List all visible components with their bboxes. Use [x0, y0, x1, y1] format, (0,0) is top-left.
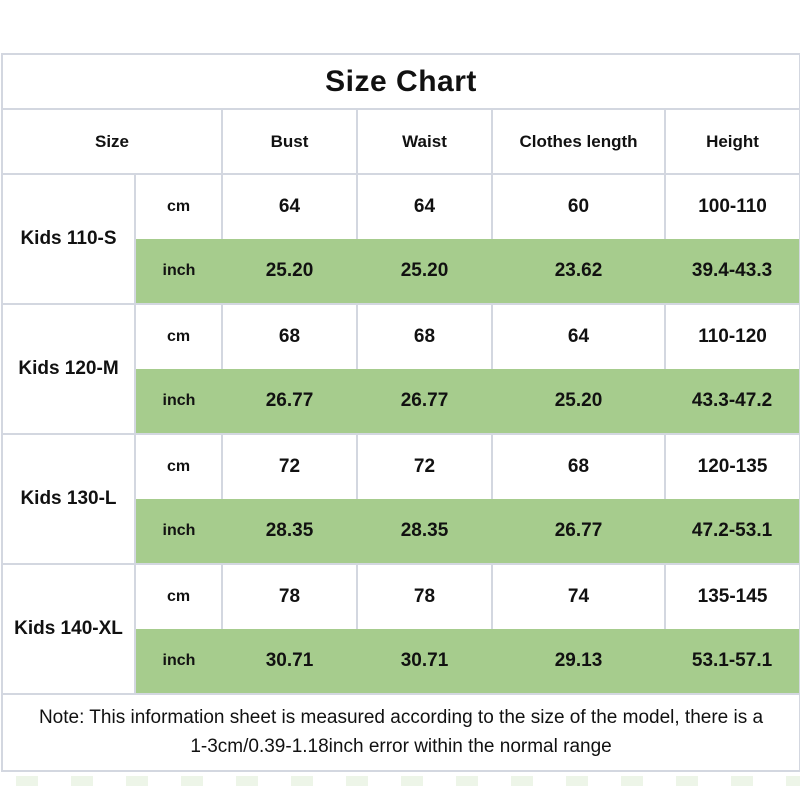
- value-waist-cm: 64: [356, 173, 493, 239]
- table-row-cm: Kids 110-S cm 64 64 60 100-110: [1, 173, 800, 305]
- unit-cell-inch: inch: [135, 499, 222, 564]
- header-row: Size Bust Waist Clothes length Height: [1, 108, 800, 175]
- unit-cell-inch: inch: [135, 369, 222, 434]
- value-height-inch: 43.3-47.2: [665, 369, 800, 434]
- value-height-cm: 135-145: [663, 563, 800, 629]
- value-bust-inch: 26.77: [222, 369, 357, 434]
- unit-cell-cm: cm: [134, 303, 223, 369]
- size-label-cell: Kids 110-S: [1, 173, 136, 305]
- value-bust-cm: 68: [221, 303, 358, 369]
- note-line-2: 1-3cm/0.39-1.18inch error within the nor…: [190, 735, 612, 757]
- size-label-cell: Kids 130-L: [1, 433, 136, 565]
- table-row-cm: Kids 120-M cm 68 68 64 110-120: [1, 303, 800, 435]
- value-height-cm: 100-110: [663, 173, 800, 239]
- note-line-1: Note: This information sheet is measured…: [38, 707, 764, 728]
- value-clothes-length-cm: 64: [491, 303, 666, 369]
- unit-cell-cm: cm: [134, 433, 223, 499]
- col-header-height: Height: [663, 108, 800, 175]
- value-height-inch: 39.4-43.3: [665, 239, 800, 304]
- value-bust-cm: 78: [221, 563, 358, 629]
- value-waist-inch: 30.71: [357, 629, 492, 694]
- value-clothes-length-inch: 29.13: [492, 629, 665, 694]
- watermark-strip: [0, 776, 800, 786]
- chart-title: Size Chart: [0, 53, 800, 110]
- note-text: Note: This information sheet is measured…: [0, 693, 800, 772]
- value-clothes-length-inch: 25.20: [492, 369, 665, 434]
- value-clothes-length-cm: 68: [491, 433, 666, 499]
- unit-cell-cm: cm: [134, 173, 223, 239]
- value-waist-cm: 72: [356, 433, 493, 499]
- value-bust-inch: 28.35: [222, 499, 357, 564]
- col-header-clothes-length: Clothes length: [491, 108, 666, 175]
- unit-cell-inch: inch: [135, 239, 222, 304]
- col-header-size: Size: [1, 108, 223, 175]
- table-row-cm: Kids 130-L cm 72 72 68 120-135: [1, 433, 800, 565]
- title-row: Size Chart: [0, 53, 800, 110]
- value-clothes-length-cm: 60: [491, 173, 666, 239]
- table-row-cm: Kids 140-XL cm 78 78 74 135-145: [1, 563, 800, 695]
- unit-cell-inch: inch: [135, 629, 222, 694]
- value-height-cm: 120-135: [663, 433, 800, 499]
- value-waist-inch: 26.77: [357, 369, 492, 434]
- table-row-inch: inch 28.35 28.35 26.77 47.2-53.1: [2, 499, 800, 564]
- value-bust-inch: 30.71: [222, 629, 357, 694]
- unit-cell-cm: cm: [134, 563, 223, 629]
- value-waist-cm: 78: [356, 563, 493, 629]
- value-bust-cm: 64: [221, 173, 358, 239]
- value-bust-cm: 72: [221, 433, 358, 499]
- value-waist-cm: 68: [356, 303, 493, 369]
- table-row-inch: inch 25.20 25.20 23.62 39.4-43.3: [2, 239, 800, 304]
- col-header-waist: Waist: [356, 108, 493, 175]
- note-row: Note: This information sheet is measured…: [0, 693, 800, 772]
- value-clothes-length-inch: 23.62: [492, 239, 665, 304]
- value-clothes-length-cm: 74: [491, 563, 666, 629]
- value-height-inch: 47.2-53.1: [665, 499, 800, 564]
- table-row-inch: inch 26.77 26.77 25.20 43.3-47.2: [2, 369, 800, 434]
- table-row-inch: inch 30.71 30.71 29.13 53.1-57.1: [2, 629, 800, 694]
- value-waist-inch: 25.20: [357, 239, 492, 304]
- size-label-cell: Kids 120-M: [1, 303, 136, 435]
- value-clothes-length-inch: 26.77: [492, 499, 665, 564]
- size-chart-table: Size Chart Size Bust Waist Clothes lengt…: [0, 53, 800, 772]
- size-label-cell: Kids 140-XL: [1, 563, 136, 695]
- value-height-inch: 53.1-57.1: [665, 629, 800, 694]
- value-height-cm: 110-120: [663, 303, 800, 369]
- value-bust-inch: 25.20: [222, 239, 357, 304]
- col-header-bust: Bust: [221, 108, 358, 175]
- value-waist-inch: 28.35: [357, 499, 492, 564]
